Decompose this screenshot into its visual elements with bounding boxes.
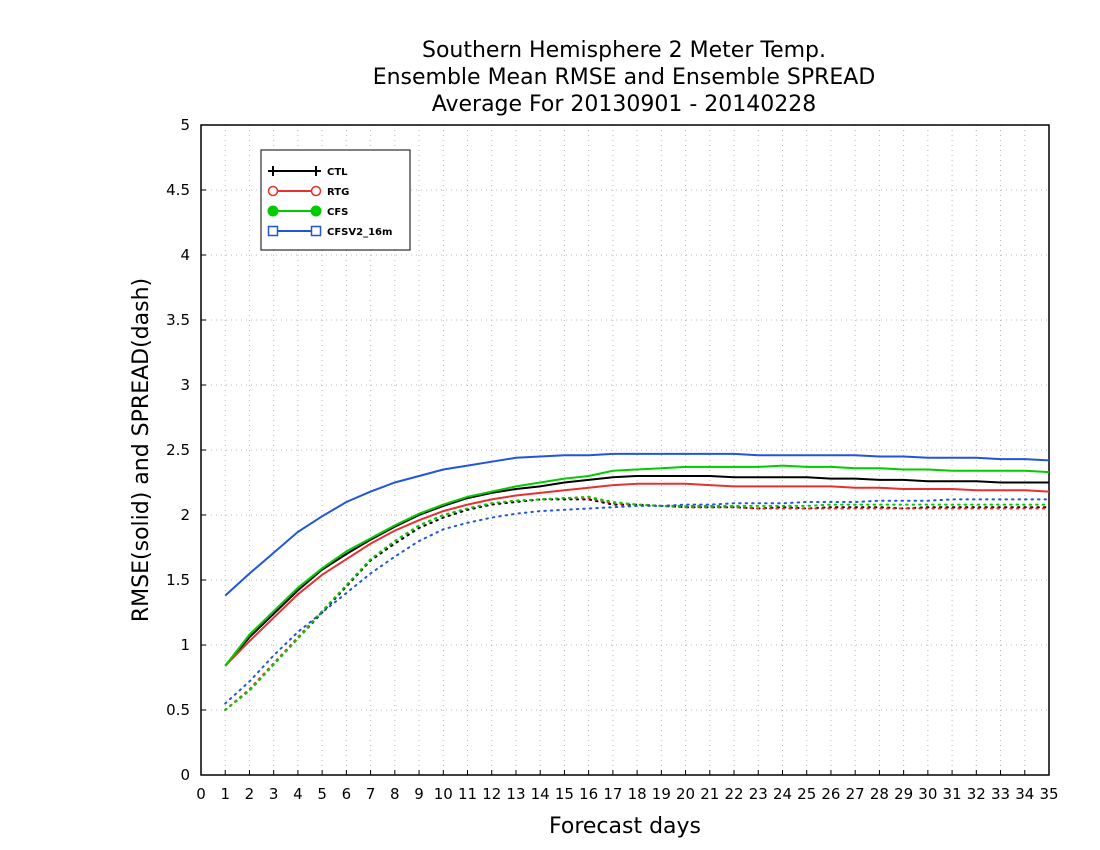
y-tick-label: 4.5 (166, 181, 190, 199)
x-tick-label: 24 (773, 785, 792, 803)
legend-marker-cfsv2-16m (267, 225, 279, 237)
x-tick-label: 13 (506, 785, 525, 803)
x-tick-label: 5 (317, 785, 327, 803)
x-tick-label: 26 (821, 785, 840, 803)
legend-label-cfs: CFS (327, 207, 348, 218)
x-tick-label: 17 (603, 785, 622, 803)
y-tick-label: 3 (180, 376, 190, 394)
y-axis-label: RMSE(solid) and SPREAD(dash) (129, 278, 154, 622)
x-tick-label: 8 (390, 785, 400, 803)
legend-marker-rtg (310, 185, 322, 197)
x-tick-label: 1 (220, 785, 230, 803)
x-tick-label: 20 (676, 785, 695, 803)
legend-marker-cfs (267, 205, 279, 217)
x-tick-label: 10 (434, 785, 453, 803)
x-tick-label: 30 (918, 785, 937, 803)
legend-label-ctl: CTL (327, 167, 348, 178)
legend-label-cfsv2-16m: CFSV2_16m (327, 227, 392, 238)
series-cfsv2-16m-rmse-line (224, 452, 1050, 597)
series-rtg-spread-line (224, 497, 1050, 711)
x-tick-label: 4 (293, 785, 303, 803)
x-tick-label: 15 (555, 785, 574, 803)
series-cfs-rmse-line (224, 464, 1050, 667)
y-tick-label: 3.5 (166, 311, 190, 329)
y-tick-label: 0.5 (166, 701, 190, 719)
x-tick-label: 25 (797, 785, 816, 803)
x-tick-label: 33 (991, 785, 1010, 803)
series-cfs-spread-line (224, 495, 1050, 711)
x-tick-label: 2 (245, 785, 255, 803)
series-cfsv2-16m-spread-line (224, 498, 1050, 705)
legend-marker-cfs (310, 205, 322, 217)
legend-label-rtg: RTG (327, 187, 349, 198)
legend-box (260, 149, 411, 251)
x-tick-label: 3 (269, 785, 279, 803)
x-tick-label: 22 (724, 785, 743, 803)
y-tick-label: 2.5 (166, 441, 190, 459)
x-tick-label: 28 (870, 785, 889, 803)
x-tick-label: 27 (846, 785, 865, 803)
y-tick-label: 1 (180, 636, 190, 654)
legend-marker-cfsv2-16m (310, 225, 322, 237)
x-tick-label: 14 (531, 785, 550, 803)
series-ctl-rmse-line (224, 475, 1049, 667)
x-tick-label: 31 (943, 785, 962, 803)
x-tick-label: 16 (579, 785, 598, 803)
y-tick-label: 1.5 (166, 571, 190, 589)
y-tick-label: 2 (180, 506, 190, 524)
legend-marker-rtg (267, 185, 279, 197)
y-tick-label: 4 (180, 246, 190, 264)
grid (201, 125, 1049, 775)
series-lines (224, 452, 1050, 711)
x-tick-label: 34 (1015, 785, 1034, 803)
x-tick-label: 6 (342, 785, 352, 803)
chart-title-line-2: Ensemble Mean RMSE and Ensemble SPREAD (373, 65, 876, 90)
x-tick-label: 35 (1039, 785, 1058, 803)
chart-title: Southern Hemisphere 2 Meter Temp. Ensemb… (373, 38, 876, 117)
chart-title-line-3: Average For 20130901 - 20140228 (432, 92, 817, 117)
x-tick-label: 0 (196, 785, 206, 803)
x-tick-label: 21 (700, 785, 719, 803)
y-tick-label: 0 (180, 766, 190, 784)
x-tick-label: 9 (414, 785, 424, 803)
y-tick-label: 5 (180, 116, 190, 134)
x-tick-label: 18 (628, 785, 647, 803)
x-tick-label: 7 (366, 785, 376, 803)
x-tick-label: 29 (894, 785, 913, 803)
legend: CTL RTG CFS CFSV2_16m (260, 149, 411, 251)
series-rtg-rmse-line (224, 482, 1050, 667)
axis-ticks: 0 1 2 3 4 5 6 7 8 9 10 11 12 13 14 15 16 17 18 19 20 21 22 23 24… (166, 116, 1058, 803)
x-tick-label: 12 (482, 785, 501, 803)
x-tick-label: 23 (749, 785, 768, 803)
x-tick-label: 32 (967, 785, 986, 803)
x-tick-label: 19 (652, 785, 671, 803)
x-tick-label: 11 (458, 785, 477, 803)
x-axis-label: Forecast days (549, 814, 701, 839)
chart-title-line-1: Southern Hemisphere 2 Meter Temp. (422, 38, 826, 63)
